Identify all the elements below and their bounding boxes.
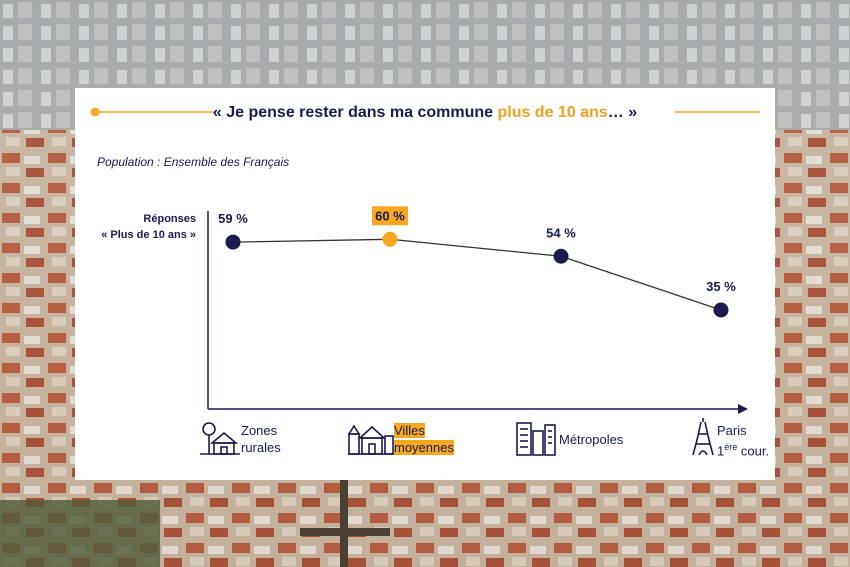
category-line-1: Paris [717, 423, 747, 438]
y-axis-label-line-1: Réponses [143, 213, 196, 225]
category-line-2: rurales [241, 440, 281, 455]
data-label-paris: 35 % [706, 279, 736, 294]
series-line [232, 238, 722, 311]
category-line-2a: 1 [717, 443, 725, 459]
y-axis-label-line-2: « Plus de 10 ans » [101, 229, 196, 241]
category-line-1: Villes [394, 423, 425, 438]
x-axis-arrow [738, 404, 748, 414]
data-label-villes-moyennes: 60 % [375, 208, 405, 223]
title-ellipsis: … [607, 104, 629, 121]
data-label-highlight-bg [372, 206, 408, 226]
category-line-1: Métropoles [559, 432, 624, 447]
title-quote-close: » [628, 104, 638, 121]
house-tree-icon [200, 422, 240, 455]
chart-canvas: Réponses « Plus de 10 ans » 59 % 60 % 54… [90, 107, 760, 456]
chart-card: Réponses « Plus de 10 ans » 59 % 60 % 54… [75, 88, 775, 480]
data-point-villes-moyennes [382, 231, 398, 247]
data-point-paris [713, 302, 729, 318]
category-line-2: moyennes [394, 440, 454, 455]
town-buildings-icon [347, 424, 394, 455]
category-line-2-sup: ère [724, 442, 738, 452]
data-point-zones-rurales [225, 234, 241, 250]
title-text: Je pense rester dans ma commune [221, 104, 498, 121]
category-line-2b: cour. [737, 443, 770, 459]
title-bullet-left [90, 107, 100, 117]
population-subtitle: Population : Ensemble des Français [97, 155, 290, 169]
title-quote-open: « [212, 104, 222, 121]
category-label-paris: Paris 1ère cour. [717, 422, 769, 459]
title-highlight: plus de 10 ans [497, 104, 608, 121]
category-label-metropoles: Métropoles [559, 431, 623, 448]
eiffel-tower-icon [692, 418, 714, 456]
city-towers-icon [516, 422, 556, 456]
data-label-metropoles: 54 % [546, 225, 576, 240]
data-point-metropoles [553, 248, 569, 264]
category-label-zones-rurales: Zones rurales [241, 422, 281, 456]
category-label-villes-moyennes: Villes moyennes [394, 422, 454, 456]
page-title: « Je pense rester dans ma commune plus d… [75, 104, 775, 122]
data-label-zones-rurales: 59 % [218, 211, 248, 226]
category-line-1: Zones [241, 423, 278, 438]
